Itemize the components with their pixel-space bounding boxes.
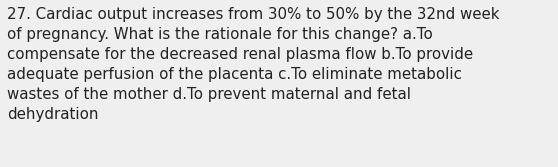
Text: 27. Cardiac output increases from 30% to 50% by the 32nd week
of pregnancy. What: 27. Cardiac output increases from 30% to… xyxy=(7,7,500,122)
